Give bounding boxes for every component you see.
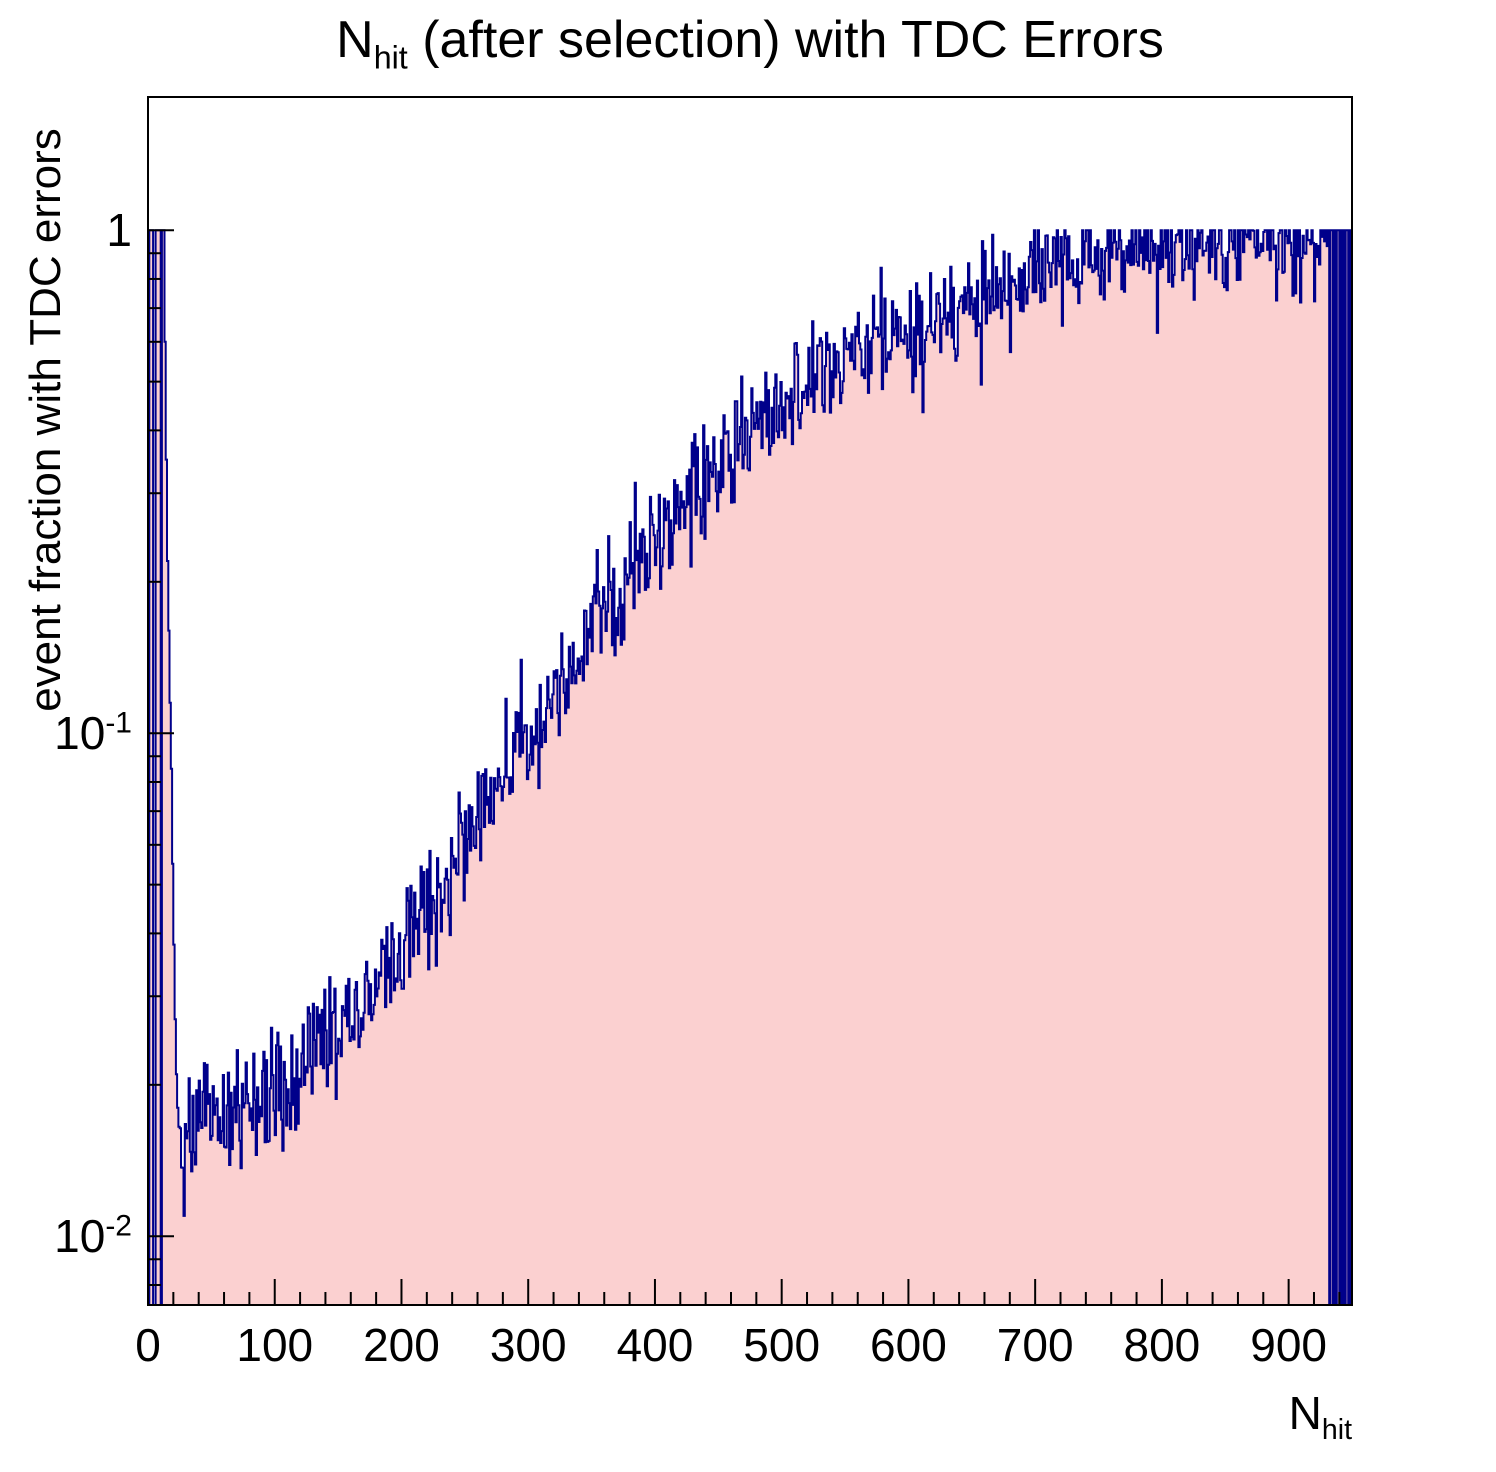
x-axis-title-prefix: N bbox=[1288, 1387, 1322, 1439]
chart-title-suffix: (after selection) with TDC Errors bbox=[407, 11, 1164, 69]
x-tick-label: 600 bbox=[870, 1319, 947, 1371]
histogram-fill bbox=[148, 230, 1352, 1306]
x-tick-label: 100 bbox=[236, 1319, 314, 1371]
y-tick-label: 1 bbox=[106, 204, 132, 257]
x-tick-label: 400 bbox=[616, 1319, 694, 1371]
chart-title-subscript: hit bbox=[373, 39, 408, 76]
x-tick-label: 500 bbox=[743, 1319, 821, 1371]
x-axis-title-subscript: hit bbox=[1321, 1414, 1352, 1447]
plot-frame bbox=[147, 96, 1353, 1306]
x-tick-label: 200 bbox=[363, 1319, 440, 1371]
x-tick-label: 800 bbox=[1123, 1319, 1201, 1371]
x-tick-label: 0 bbox=[135, 1319, 161, 1371]
x-tick-label: 300 bbox=[489, 1319, 567, 1371]
y-tick-label: 10-1 bbox=[54, 706, 132, 760]
x-axis-title: Nhit bbox=[1289, 1386, 1352, 1447]
y-axis-title: event fraction with TDC errors bbox=[21, 128, 70, 712]
chart-title-prefix: N bbox=[336, 11, 374, 69]
histogram-outline bbox=[148, 229, 1352, 1306]
x-tick-label: 700 bbox=[996, 1319, 1074, 1371]
y-tick-label: 10-2 bbox=[54, 1209, 132, 1263]
x-tick-label: 900 bbox=[1250, 1319, 1327, 1371]
chart-title: Nhit (after selection) with TDC Errors bbox=[336, 10, 1164, 76]
